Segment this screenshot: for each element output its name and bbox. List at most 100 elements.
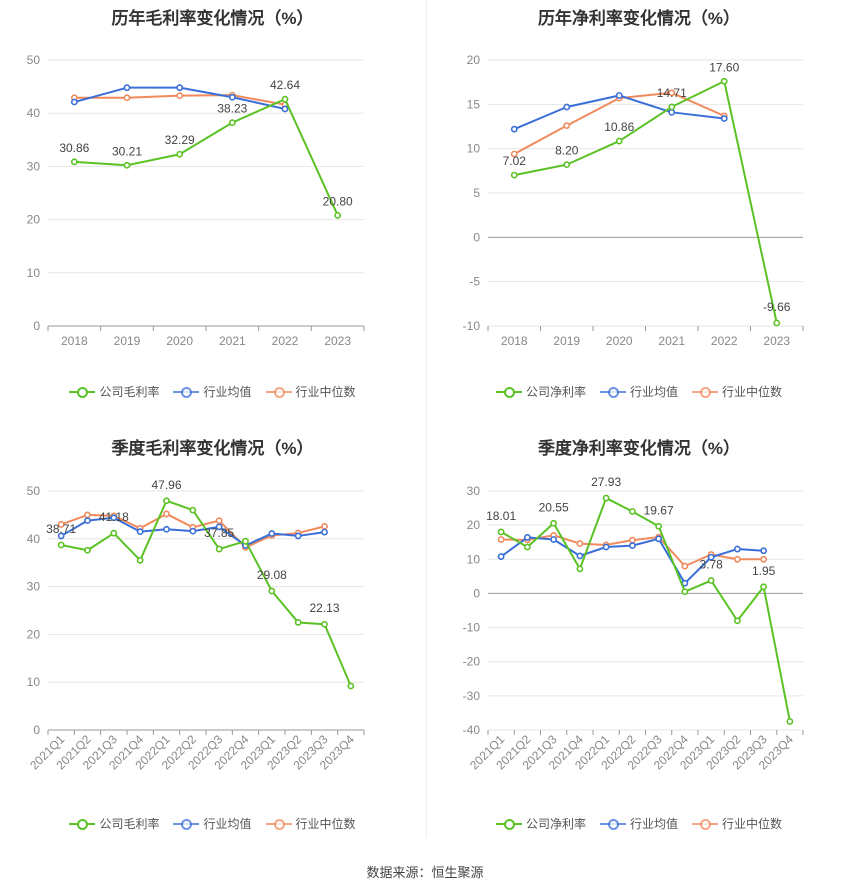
legend-item-industry_median[interactable]: 行业中位数 — [692, 383, 782, 400]
y-tick-label: 30 — [467, 484, 481, 498]
data-point-company — [70, 158, 78, 166]
data-point-industry_avg — [176, 84, 184, 92]
y-tick-label: -30 — [463, 689, 481, 703]
legend-item-industry_avg[interactable]: 行业均值 — [599, 383, 678, 400]
y-tick-label: -5 — [469, 275, 480, 289]
data-label: 22.13 — [309, 601, 339, 615]
legend-item-industry_avg[interactable]: 行业均值 — [173, 815, 252, 832]
y-tick-label: 30 — [27, 159, 41, 173]
legend-line-dot-icon — [599, 818, 626, 830]
data-point-industry_avg — [760, 547, 768, 555]
data-point-company — [523, 543, 531, 551]
y-tick-label: -10 — [463, 319, 481, 333]
data-point-industry_median — [628, 536, 636, 544]
y-tick-label: 50 — [27, 53, 41, 67]
data-point-company — [136, 556, 144, 564]
data-point-industry_median — [123, 94, 131, 102]
legend-item-company[interactable]: 公司净利率 — [495, 383, 586, 400]
data-point-industry_median — [510, 150, 518, 158]
data-source-label: 数据来源： — [366, 865, 432, 880]
data-label: 37.85 — [204, 526, 234, 540]
legend-item-industry_avg[interactable]: 行业均值 — [173, 383, 252, 400]
data-label: 19.67 — [644, 503, 674, 517]
x-tick-label: 2022 — [272, 334, 299, 348]
chart-title: 历年净利率变化情况（%） — [537, 9, 741, 28]
data-point-industry_median — [321, 522, 328, 530]
x-tick-label: 2020 — [166, 334, 193, 348]
chart-legend: 公司毛利率 行业均值 行业中位数 — [0, 815, 425, 832]
data-point-industry_avg — [110, 514, 118, 522]
data-label: 38.23 — [217, 102, 247, 116]
y-tick-label: 50 — [27, 484, 41, 498]
data-label: 14.71 — [657, 86, 687, 100]
data-point-company — [321, 620, 328, 628]
data-point-company — [242, 537, 249, 545]
annual-net-margin-chart: 历年净利率变化情况（%） -10 -5 0 5 10 15 20 2018 2019 2020 20… — [428, 0, 850, 410]
data-label: 1.95 — [752, 564, 776, 578]
data-label: 29.08 — [257, 568, 287, 582]
legend-line-dot-icon — [173, 386, 200, 398]
legend-label: 行业中位数 — [722, 817, 783, 831]
data-point-company — [681, 588, 689, 596]
data-label: 8.20 — [555, 144, 579, 158]
data-point-industry_avg — [321, 528, 328, 536]
data-point-company — [760, 583, 768, 591]
legend-item-company[interactable]: 公司净利率 — [495, 815, 586, 832]
y-tick-label: -20 — [463, 655, 481, 669]
y-tick-label: 0 — [473, 586, 480, 600]
chart-title: 季度净利率变化情况（%） — [537, 439, 741, 458]
data-point-company — [163, 497, 170, 505]
chart-legend: 公司净利率 行业均值 行业中位数 — [428, 815, 850, 832]
x-tick-label: 2019 — [553, 334, 580, 348]
data-point-industry_avg — [720, 115, 728, 122]
legend-label: 行业中位数 — [295, 385, 356, 399]
legend-label: 行业中位数 — [295, 817, 356, 831]
legend-line-dot-icon — [69, 386, 96, 398]
legend-label: 行业均值 — [203, 385, 252, 399]
quarterly-gross-margin-chart: 季度毛利率变化情况（%） 0 10 20 30 40 50 2021Q1 2021Q2 2021… — [0, 430, 425, 840]
x-tick-label: 2020 — [606, 334, 633, 348]
data-point-company — [668, 103, 676, 111]
data-point-industry_avg — [655, 535, 663, 543]
data-point-company — [123, 161, 131, 169]
legend-item-company[interactable]: 公司毛利率 — [69, 815, 159, 832]
chart-title: 历年毛利率变化情况（%） — [111, 9, 314, 28]
panel-divider — [426, 0, 427, 838]
legend-item-company[interactable]: 公司毛利率 — [69, 383, 159, 400]
legend-item-industry_avg[interactable]: 行业均值 — [599, 815, 678, 832]
data-point-industry_median — [733, 555, 741, 563]
data-point-industry_avg — [189, 527, 197, 535]
data-point-industry_avg — [136, 528, 144, 536]
data-point-company — [576, 565, 584, 573]
legend-item-industry_median[interactable]: 行业中位数 — [265, 383, 356, 400]
data-point-industry_avg — [523, 534, 531, 541]
data-point-company — [655, 522, 663, 530]
chart-plot: 010203040502021Q12021Q22021Q32021Q42022Q… — [27, 478, 365, 772]
legend-item-industry_median[interactable]: 行业中位数 — [692, 815, 782, 832]
legend-item-industry_median[interactable]: 行业中位数 — [265, 815, 356, 832]
data-point-industry_median — [215, 517, 223, 525]
x-tick-label: 2018 — [61, 334, 88, 348]
data-point-industry_median — [176, 92, 184, 100]
data-point-company — [733, 617, 741, 625]
data-point-company — [720, 77, 728, 85]
y-tick-label: 20 — [467, 518, 481, 532]
data-label: -9.66 — [763, 300, 791, 314]
data-label: 42.64 — [270, 78, 300, 92]
series-line-company — [60, 499, 352, 687]
data-label: 3.78 — [699, 558, 723, 572]
data-point-industry_avg — [733, 545, 741, 553]
data-point-industry_median — [576, 540, 584, 547]
data-point-industry_avg — [228, 93, 236, 101]
data-label: 30.86 — [59, 141, 89, 155]
y-tick-label: -40 — [463, 723, 481, 737]
series-line-company — [500, 497, 791, 722]
data-point-industry_avg — [707, 553, 715, 561]
legend-label: 行业均值 — [629, 385, 678, 399]
chart-legend: 公司净利率 行业均值 行业中位数 — [428, 383, 850, 400]
data-point-company — [615, 137, 623, 145]
data-label: 7.02 — [503, 154, 527, 168]
y-tick-label: 30 — [27, 580, 41, 594]
data-point-industry_avg — [550, 536, 558, 543]
data-point-industry_avg — [57, 532, 65, 540]
